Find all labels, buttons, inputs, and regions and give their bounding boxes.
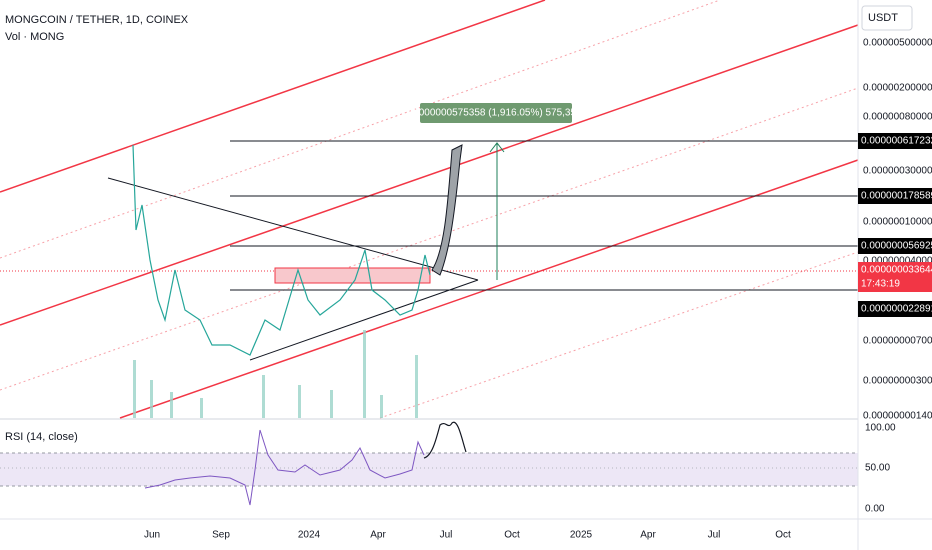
price-tag: [858, 301, 932, 317]
last-price-tag: [858, 262, 932, 292]
time-label: Apr: [370, 530, 386, 541]
price-tag-label: 0.000000056925: [861, 241, 932, 252]
price-tag-label: 0.000000178589: [861, 191, 932, 202]
currency[interactable]: USDT: [868, 12, 898, 24]
price: [132, 144, 431, 356]
time-label: Jun: [144, 530, 160, 541]
time-label: Oct: [504, 530, 520, 541]
time-label: Sep: [212, 530, 230, 541]
price-label: 0.000000001400: [863, 411, 932, 422]
price-label: 0.000005000000: [863, 38, 932, 49]
price-tag: [858, 238, 932, 254]
price-label: 0.000000800000: [863, 112, 932, 123]
rsi-line: [144, 429, 425, 506]
currency-button[interactable]: [861, 5, 913, 31]
rsi-label: 100.00: [865, 423, 896, 434]
price-label: 0.000002000000: [863, 83, 932, 94]
price-label: 0.000000040000: [863, 256, 932, 267]
price-label: 0.000000003000: [863, 376, 932, 387]
price-label: 0.000000300000: [863, 166, 932, 177]
last-price: 0.000000033644: [861, 265, 932, 276]
time-label: Apr: [640, 530, 656, 541]
price-label: 0.000000100000: [863, 217, 932, 228]
time-label: Jul: [708, 530, 721, 541]
price-tag-label: 0.000000617232: [861, 136, 932, 147]
time-label: Oct: [775, 530, 791, 541]
volume: [133, 330, 418, 418]
price-tag-label: 0.000000022891: [861, 304, 932, 315]
rsi-band: [0, 453, 858, 486]
symbol: MONGCOIN / TETHER, 1D, COINEX: [5, 14, 189, 26]
annotation-box: [420, 103, 572, 123]
annotation: 0.000000575358 (1,916.05%) 575,358: [410, 108, 582, 119]
levels: [0, 140, 858, 361]
countdown: 17:43:19: [861, 279, 900, 290]
time-label: 2025: [570, 530, 593, 541]
rsi-title: RSI (14, close): [5, 431, 78, 443]
price-label: 0.000000007000: [863, 336, 932, 347]
volume-label: Vol · MONG: [5, 31, 64, 43]
price-tag: [858, 133, 932, 149]
channel-lines: [0, 0, 859, 419]
time-label: Jul: [440, 530, 453, 541]
projection-arrow: [431, 144, 463, 276]
time-label: 2024: [298, 530, 321, 541]
rsi-label: 50.00: [865, 463, 890, 474]
rsi-label: 0.00: [865, 504, 885, 515]
price-tag: [858, 188, 932, 204]
